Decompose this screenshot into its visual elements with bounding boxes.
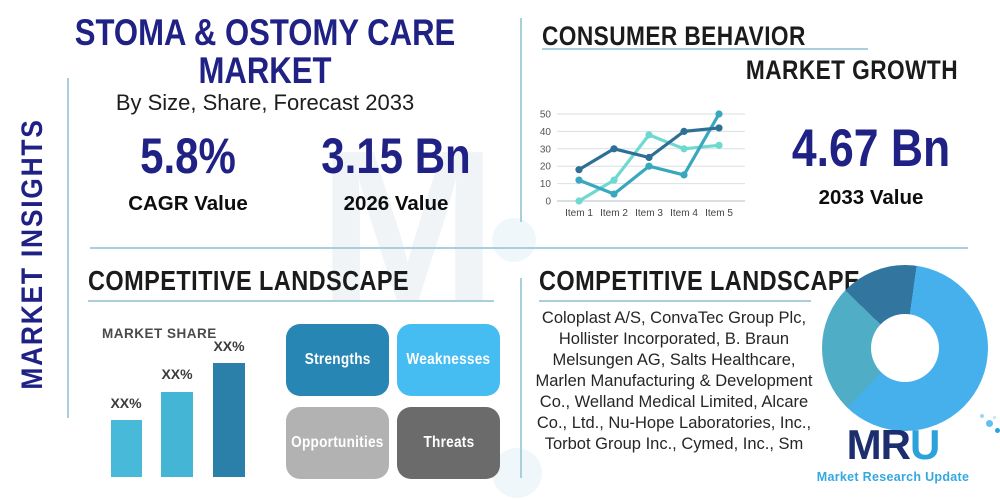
bottom-right-section-divider [520, 278, 522, 478]
svg-text:Item 2: Item 2 [600, 208, 628, 219]
mru-logo-mr: MR [846, 421, 911, 468]
svg-text:50: 50 [540, 110, 552, 121]
swot-strengths-card: Strengths [286, 324, 389, 396]
swot-threats-label: Threats [423, 434, 474, 451]
svg-text:Item 1: Item 1 [565, 208, 593, 219]
cagr-stat: 5.8% CAGR Value [88, 130, 288, 216]
company-share-donut-chart [822, 265, 988, 431]
competitive-landscape-left-heading: COMPETITIVE LANDSCAPE [88, 265, 410, 296]
base-year-label: 2026 Value [343, 192, 449, 215]
mru-logo-u: U [909, 421, 940, 468]
market-insights-vertical-label: MARKET INSIGHTS [16, 118, 49, 390]
market-growth-line-chart: 0 10 20 30 40 50 Item 1 Item 2 Item 3 Item 4 Item … [540, 110, 745, 219]
swot-strengths-label: Strengths [304, 351, 371, 368]
svg-text:Item 5: Item 5 [705, 208, 733, 219]
main-horizontal-divider [90, 247, 968, 249]
page-subtitle: By Size, Share, Forecast 2033 [115, 90, 415, 115]
market-share-bar-3-label: XX% [213, 338, 245, 354]
swot-opportunities-label: Opportunities [291, 434, 384, 451]
swot-weaknesses-card: Weaknesses [397, 324, 500, 396]
forecast-stat: 4.67 Bn 2033 Value [771, 122, 971, 210]
svg-text:10: 10 [540, 179, 552, 190]
mru-logo-text: MRU [846, 414, 1000, 468]
forecast-label: 2033 Value [818, 186, 924, 209]
market-share-bar-2 [161, 392, 193, 477]
market-share-bar-1 [111, 420, 142, 477]
svg-text:20: 20 [540, 162, 552, 173]
logo-bubble-icon [979, 414, 984, 418]
base-year-stat: 3.15 Bn 2026 Value [296, 130, 496, 216]
mru-logo: MRU Market Research Update [790, 414, 1000, 484]
forecast-value: 4.67 Bn [791, 119, 951, 178]
top-right-section-divider [520, 18, 522, 222]
competitive-landscape-right-heading: COMPETITIVE LANDSCAPE [539, 265, 861, 296]
background-bubble [492, 448, 542, 498]
background-bubble [492, 218, 536, 262]
market-share-bar-3 [213, 363, 245, 477]
base-year-value: 3.15 Bn [321, 128, 471, 184]
logo-bubble-icon [994, 428, 1000, 433]
svg-text:0: 0 [545, 197, 551, 208]
logo-bubble-icon [992, 416, 996, 419]
market-share-bar-1-label: XX% [110, 395, 142, 411]
left-rail-divider [67, 78, 69, 418]
svg-text:40: 40 [540, 127, 552, 138]
swot-threats-card: Threats [397, 407, 500, 479]
consumer-behavior-heading: CONSUMER BEHAVIOR [542, 21, 806, 51]
consumer-behavior-underline [542, 48, 868, 50]
logo-bubble-icon [985, 420, 993, 427]
svg-text:Item 4: Item 4 [670, 208, 698, 219]
page-title: STOMA & OSTOMY CARE MARKET [74, 12, 456, 91]
background-watermark-letter: M [318, 105, 498, 346]
market-growth-heading: MARKET GROWTH [745, 55, 958, 85]
competitive-landscape-right-underline [539, 300, 811, 302]
swot-opportunities-card: Opportunities [286, 407, 389, 479]
market-share-bar-2-label: XX% [161, 366, 193, 382]
company-list: Coloplast A/S, ConvaTec Group Plc, Holli… [535, 309, 813, 453]
cagr-label: CAGR Value [128, 192, 248, 215]
svg-text:Item 3: Item 3 [635, 208, 663, 219]
svg-text:30: 30 [540, 144, 552, 155]
swot-weaknesses-label: Weaknesses [406, 351, 491, 368]
market-share-chart-title: MARKET SHARE [102, 326, 217, 341]
competitive-landscape-left-underline [88, 300, 494, 302]
cagr-value: 5.8% [140, 128, 236, 184]
mru-logo-tagline: Market Research Update [816, 470, 970, 484]
